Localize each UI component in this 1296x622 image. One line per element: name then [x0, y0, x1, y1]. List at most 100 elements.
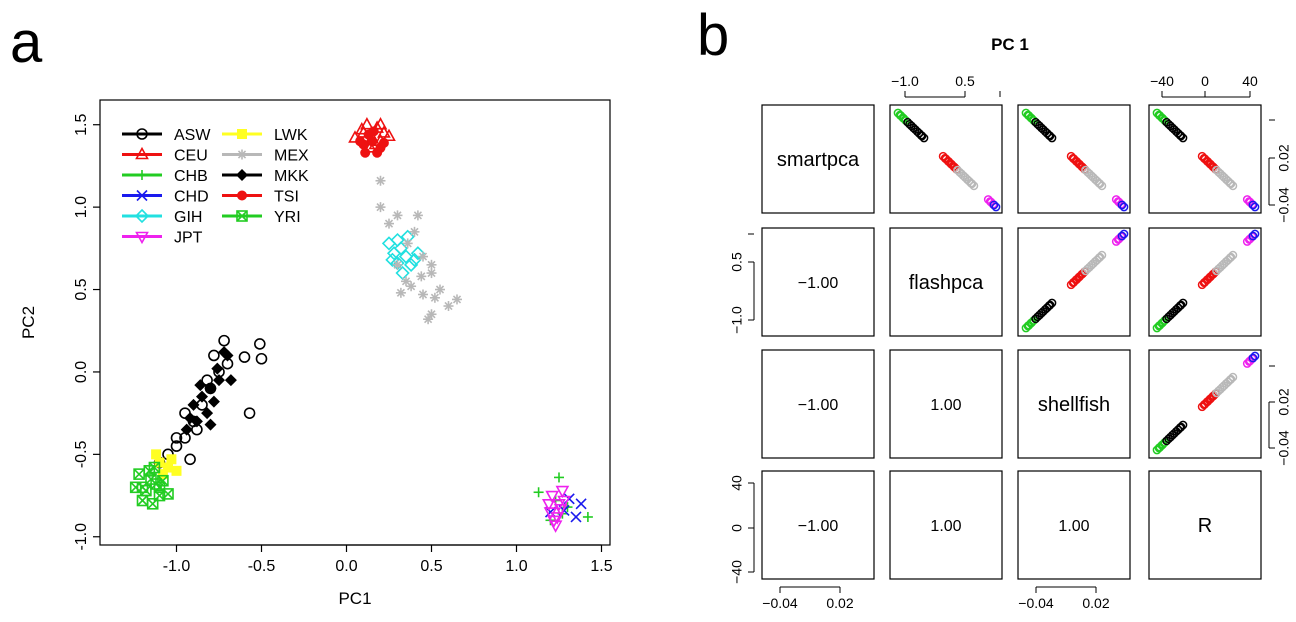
data-point-shape	[187, 398, 200, 411]
x-tick-label: -1.0	[163, 558, 191, 575]
data-point	[375, 175, 386, 186]
data-point-shape	[204, 382, 217, 395]
data-point	[385, 252, 400, 268]
pairs-cell	[1148, 104, 1262, 214]
data-point	[426, 268, 437, 279]
data-point-ray	[427, 268, 436, 278]
data-point	[146, 497, 159, 510]
data-point-shape	[255, 352, 268, 365]
data-point-box	[150, 478, 162, 490]
data-point-shape	[360, 147, 371, 158]
data-point-ray	[427, 310, 436, 319]
data-point	[170, 440, 183, 452]
data-point	[243, 407, 256, 419]
pair-point	[1228, 250, 1238, 260]
data-point	[201, 374, 213, 386]
data-point-shape	[368, 126, 379, 137]
legend-marker	[136, 128, 148, 140]
series-jpt	[541, 485, 571, 533]
data-point-shape	[355, 136, 366, 147]
data-point	[402, 238, 413, 249]
correlation-value: −1.00	[798, 397, 839, 414]
y-tick-label: 1.0	[73, 196, 90, 218]
data-point-box	[162, 488, 174, 500]
pair-point	[1250, 229, 1260, 239]
pair-point	[917, 131, 927, 141]
data-point	[435, 284, 445, 295]
pairs-cell	[889, 470, 1003, 580]
data-point-shape	[196, 390, 208, 403]
data-point	[148, 461, 161, 474]
axis-tick-label: −1.0	[729, 306, 745, 334]
axis-tick-label: −0.04	[1018, 595, 1054, 611]
legend-marker	[134, 208, 150, 224]
data-point-shape	[377, 125, 391, 138]
pair-point	[1248, 353, 1258, 363]
pair-point	[1226, 374, 1236, 384]
pair-scatter	[1021, 108, 1129, 212]
data-point	[550, 512, 565, 525]
plot-frame	[99, 99, 611, 546]
data-point-shape	[208, 349, 220, 362]
data-point-ray	[410, 227, 419, 236]
data-point-ray	[418, 252, 428, 261]
pair-point	[1176, 131, 1186, 141]
data-point-shape	[550, 512, 565, 525]
pairs-title: PC 1	[991, 35, 1029, 54]
axis-tick-label: −40	[1150, 73, 1174, 89]
diag-label: shellfish	[1038, 394, 1110, 416]
axis-tick-label: 0	[1201, 73, 1209, 89]
data-point	[213, 374, 225, 387]
axis-tick-label: 40	[1242, 73, 1258, 89]
data-point-ray	[427, 260, 436, 269]
y-tick-label: 0.5	[73, 278, 90, 300]
pair-point	[1097, 181, 1107, 191]
data-point-box	[153, 489, 166, 502]
legend-label: ASW	[174, 127, 211, 144]
data-point	[418, 289, 428, 300]
data-point	[201, 407, 214, 420]
data-point	[133, 468, 145, 480]
data-point	[443, 301, 454, 312]
data-point	[423, 314, 434, 325]
pair-point	[1228, 372, 1238, 382]
correlation-value: 1.00	[930, 518, 961, 535]
axis-tick-label: −40	[729, 560, 745, 584]
data-point-shape	[557, 495, 571, 509]
legend-marker-box	[236, 210, 248, 222]
pairs-cell	[761, 104, 875, 214]
legend: ASW CEU CHB CHD GIH JPT LWK MEX MKK TSI YRI	[122, 127, 309, 247]
data-point	[426, 259, 437, 270]
data-point-ray	[393, 211, 402, 220]
pair-point	[1119, 202, 1129, 212]
data-point-shape	[382, 128, 396, 142]
data-point-shape	[184, 412, 197, 425]
data-point-d2	[133, 468, 145, 480]
axis-tick-label: −0.04	[1276, 187, 1292, 223]
data-point-d2	[570, 511, 582, 523]
data-point	[157, 469, 168, 480]
data-point-ray	[413, 211, 423, 220]
pair-point	[1176, 300, 1186, 310]
data-point	[375, 202, 386, 213]
data-point-shape	[253, 338, 266, 350]
data-point	[208, 349, 220, 362]
data-point	[398, 249, 414, 264]
data-point	[406, 281, 417, 292]
data-point	[575, 498, 587, 510]
legend-marker-shape	[135, 231, 149, 245]
legend-marker-shape	[237, 190, 247, 201]
data-point	[409, 226, 420, 237]
legend-label: TSI	[274, 189, 299, 206]
data-point	[429, 292, 440, 303]
pair-scatter	[893, 108, 1001, 212]
data-point-ray	[401, 277, 411, 286]
data-point	[218, 334, 230, 347]
pairs-cell	[1017, 470, 1131, 580]
data-point-shape	[184, 453, 196, 466]
pairs-cell	[889, 349, 1003, 459]
x-axis-label: PC1	[338, 589, 371, 608]
data-point-ray	[417, 272, 426, 281]
pairs-cell	[1017, 349, 1131, 459]
